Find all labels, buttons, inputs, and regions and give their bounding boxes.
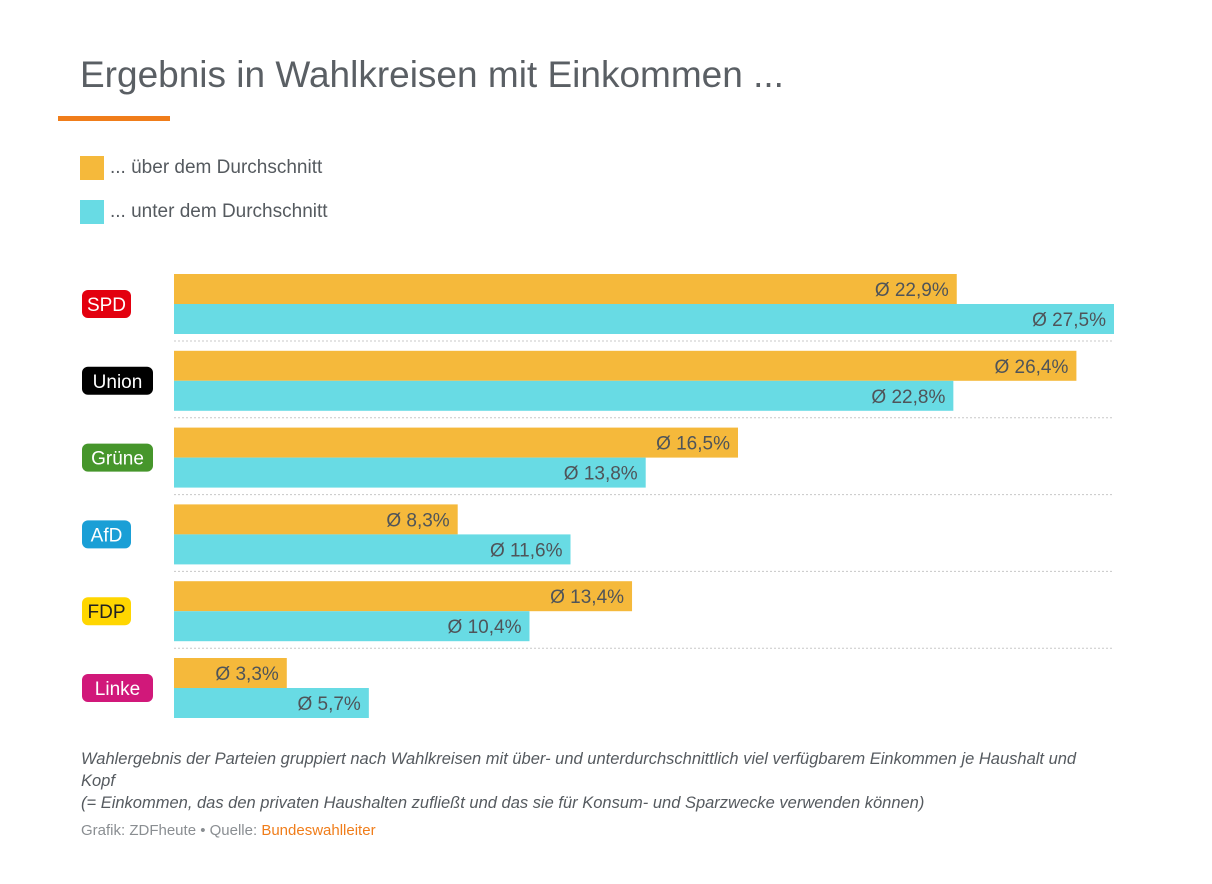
bar-spd-below — [174, 304, 1114, 334]
legend-item-below: ... unter dem Durchschnitt — [80, 200, 328, 224]
legend-label-above: ... über dem Durchschnitt — [110, 157, 323, 178]
bar-value-label: Ø 5,7% — [297, 694, 360, 715]
party-badge-linke — [82, 674, 153, 702]
bar-value-label: Ø 13,8% — [564, 464, 638, 485]
bar-grüne-below — [174, 457, 646, 488]
title-accent-bar — [58, 116, 170, 121]
party-label: Linke — [95, 679, 140, 700]
note-line-1: Wahlergebnis der Parteien gruppiert nach… — [81, 750, 1077, 790]
legend-item-above: ... über dem Durchschnitt — [80, 156, 322, 180]
legend-swatch-above — [80, 156, 104, 180]
bar-value-label: Ø 22,9% — [875, 280, 949, 301]
bar-value-label: Ø 16,5% — [656, 434, 730, 455]
bar-chart: Ø 22,9% Ø 27,5% SPD Ø 26,4% Ø 22,8% Union Ø 16… — [82, 274, 1114, 718]
chart-note: Wahlergebnis der Parteien gruppiert nach… — [81, 748, 1101, 814]
bar-spd-above — [174, 274, 957, 304]
party-label: Union — [93, 372, 143, 393]
bar-afd-above — [174, 504, 458, 535]
bar-grüne-above — [174, 427, 738, 458]
bar-union-above — [174, 350, 1077, 381]
party-badge-fdp — [82, 597, 131, 626]
bar-fdp-below — [174, 611, 530, 642]
party-badge-afd — [82, 520, 131, 549]
bar-union-below — [174, 380, 954, 411]
bar-afd-below — [174, 534, 571, 565]
bar-value-label: Ø 13,4% — [550, 587, 624, 608]
bar-value-label: Ø 8,3% — [386, 510, 449, 531]
bar-linke-below — [174, 688, 369, 718]
legend-label-below: ... unter dem Durchschnitt — [110, 201, 328, 222]
party-badge-grüne — [82, 443, 153, 472]
bar-value-label: Ø 22,8% — [871, 387, 945, 408]
source-link[interactable]: Bundeswahlleiter — [261, 822, 376, 839]
note-line-2: (= Einkommen, das den privaten Haushalte… — [81, 794, 925, 812]
bar-value-label: Ø 26,4% — [994, 357, 1068, 378]
party-label: FDP — [88, 602, 126, 623]
bar-fdp-above — [174, 581, 633, 612]
chart-title: Ergebnis in Wahlkreisen mit Einkommen ..… — [80, 54, 784, 95]
party-label: AfD — [91, 525, 123, 546]
party-label: SPD — [87, 295, 126, 316]
bar-value-label: Ø 27,5% — [1032, 310, 1106, 331]
legend-swatch-below — [80, 200, 104, 224]
bar-value-label: Ø 10,4% — [448, 617, 522, 638]
bar-value-label: Ø 3,3% — [215, 664, 278, 685]
source-prefix: Grafik: ZDFheute • Quelle: — [81, 822, 262, 839]
party-badge-union — [82, 366, 153, 395]
bar-linke-above — [174, 658, 287, 688]
party-badge-spd — [82, 290, 131, 318]
party-label: Grüne — [91, 449, 144, 470]
bar-value-label: Ø 11,6% — [490, 540, 563, 561]
source-line: Grafik: ZDFheute • Quelle: Bundeswahllei… — [81, 822, 376, 839]
